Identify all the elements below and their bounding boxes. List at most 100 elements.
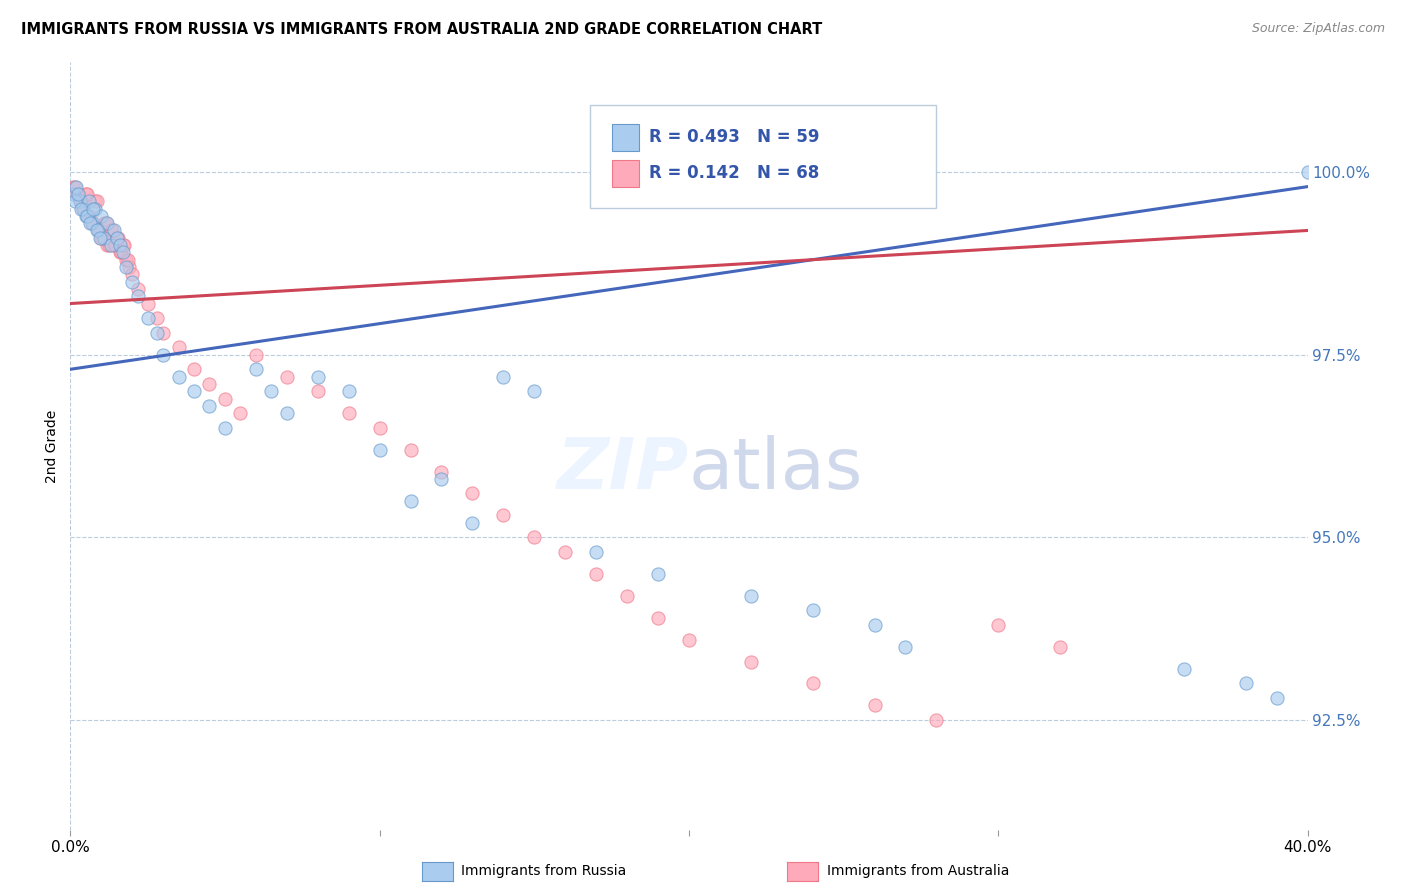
Point — [523, 530, 546, 544]
Point — [647, 610, 669, 624]
Point — [1173, 662, 1195, 676]
Point — [114, 238, 135, 252]
Point — [73, 202, 96, 216]
Point — [105, 231, 128, 245]
Point — [87, 223, 110, 237]
Point — [84, 202, 107, 216]
Text: Immigrants from Australia: Immigrants from Australia — [827, 864, 1010, 879]
Point — [82, 202, 105, 216]
Point — [79, 209, 101, 223]
Point — [100, 238, 122, 252]
Point — [276, 406, 298, 420]
Point — [925, 713, 948, 727]
Point — [863, 618, 886, 632]
Point — [82, 216, 105, 230]
Point — [585, 545, 607, 559]
Point — [307, 384, 329, 399]
Point — [183, 362, 205, 376]
Point — [118, 260, 141, 274]
Point — [461, 486, 484, 500]
Point — [127, 282, 149, 296]
Point — [987, 618, 1010, 632]
Point — [276, 369, 298, 384]
Text: IMMIGRANTS FROM RUSSIA VS IMMIGRANTS FROM AUSTRALIA 2ND GRADE CORRELATION CHART: IMMIGRANTS FROM RUSSIA VS IMMIGRANTS FRO… — [21, 22, 823, 37]
Point — [70, 194, 93, 209]
Bar — [612, 124, 640, 151]
Point — [198, 399, 221, 413]
Point — [1265, 691, 1288, 706]
Point — [585, 566, 607, 581]
Point — [117, 252, 139, 267]
Point — [245, 362, 267, 376]
Point — [104, 238, 127, 252]
Point — [111, 238, 134, 252]
Point — [1312, 179, 1334, 194]
Point — [678, 632, 700, 647]
Point — [86, 223, 108, 237]
Point — [80, 216, 103, 230]
Point — [152, 326, 174, 340]
Point — [63, 194, 86, 209]
Point — [69, 194, 91, 209]
Point — [801, 603, 824, 617]
Point — [110, 245, 132, 260]
Point — [198, 376, 221, 391]
Point — [1234, 676, 1257, 690]
Point — [863, 698, 886, 713]
Point — [100, 223, 122, 237]
Point — [98, 238, 120, 252]
Point — [740, 589, 762, 603]
Point — [801, 676, 824, 690]
Y-axis label: 2nd Grade: 2nd Grade — [45, 409, 59, 483]
Point — [84, 194, 107, 209]
Point — [72, 202, 94, 216]
Text: R = 0.493   N = 59: R = 0.493 N = 59 — [650, 128, 820, 146]
Point — [91, 231, 114, 245]
Bar — [612, 160, 640, 186]
Point — [167, 340, 190, 354]
Text: R = 0.142   N = 68: R = 0.142 N = 68 — [650, 164, 820, 182]
Point — [86, 194, 108, 209]
Point — [67, 186, 90, 201]
Point — [399, 493, 422, 508]
Point — [69, 194, 91, 209]
Point — [90, 209, 112, 223]
Point — [554, 545, 576, 559]
Point — [740, 655, 762, 669]
Point — [152, 348, 174, 362]
Point — [368, 442, 391, 457]
Point — [103, 223, 125, 237]
Point — [108, 238, 131, 252]
Point — [492, 508, 515, 523]
Point — [146, 326, 169, 340]
Point — [461, 516, 484, 530]
Point — [79, 216, 101, 230]
Text: Immigrants from Russia: Immigrants from Russia — [461, 864, 627, 879]
Point — [1358, 186, 1381, 201]
Point — [183, 384, 205, 399]
Point — [101, 223, 124, 237]
Point — [93, 231, 115, 245]
Point — [96, 216, 118, 230]
Point — [115, 260, 138, 274]
Point — [894, 640, 917, 654]
Point — [77, 209, 100, 223]
Point — [1327, 172, 1350, 186]
Point — [1296, 165, 1319, 179]
Point — [245, 348, 267, 362]
Point — [108, 245, 131, 260]
Point — [136, 311, 159, 326]
Point — [127, 289, 149, 303]
FancyBboxPatch shape — [591, 104, 936, 208]
Point — [121, 268, 143, 282]
Point — [307, 369, 329, 384]
Point — [214, 421, 236, 435]
Point — [94, 216, 117, 230]
Point — [105, 231, 128, 245]
Point — [523, 384, 546, 399]
Point — [229, 406, 252, 420]
Point — [337, 406, 360, 420]
Point — [430, 465, 453, 479]
Point — [76, 186, 98, 201]
Point — [80, 216, 103, 230]
